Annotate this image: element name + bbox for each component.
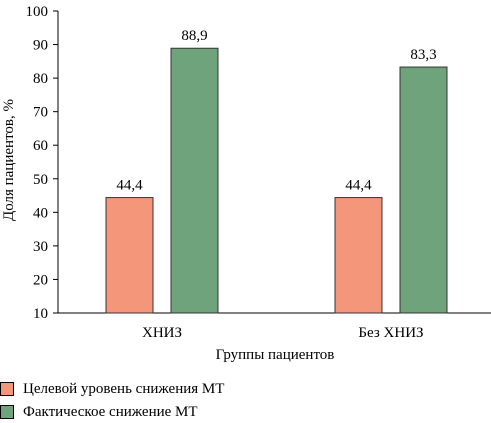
y-axis: 10 20 30 40 50 60 70 80 90 100 [26,4,59,322]
legend-label-target: Целевой уровень снижения МТ [23,381,225,397]
y-axis-title: Доля пациентов, % [1,99,17,221]
legend-swatch-actual [0,405,14,419]
y-tick-label: 50 [33,172,48,188]
x-tick-label: ХНИЗ [142,325,182,341]
y-tick-label: 70 [33,105,48,121]
x-axis-title: Группы пациентов [216,347,335,363]
legend-item-target: Целевой уровень снижения МТ [0,381,224,397]
legend-swatch-target [0,382,14,396]
y-tick-label: 30 [33,239,48,255]
y-tick-label: 60 [33,138,48,154]
x-axis: ХНИЗ Без ХНИЗ [58,312,491,341]
bar-actual-2 [399,66,448,314]
y-tick-label: 10 [33,306,48,322]
data-label: 44,4 [345,178,372,194]
y-tick-label: 90 [33,38,48,54]
y-tick-label: 40 [33,205,48,221]
bar-target-2 [334,197,383,314]
legend-label-actual: Фактическое снижение МТ [23,404,198,420]
y-tick-label: 80 [33,71,48,87]
x-tick-label: Без ХНИЗ [358,325,423,341]
y-tick-label: 100 [26,4,49,20]
legend-item-actual: Фактическое снижение МТ [0,404,198,420]
bar-target-1 [105,197,154,314]
data-label: 44,4 [116,178,143,194]
y-tick-label: 20 [33,272,48,288]
data-label: 88,9 [181,28,207,44]
bar-actual-1 [170,47,219,314]
bars: 44,4 88,9 44,4 83,3 [105,28,448,314]
data-label: 83,3 [410,47,436,63]
